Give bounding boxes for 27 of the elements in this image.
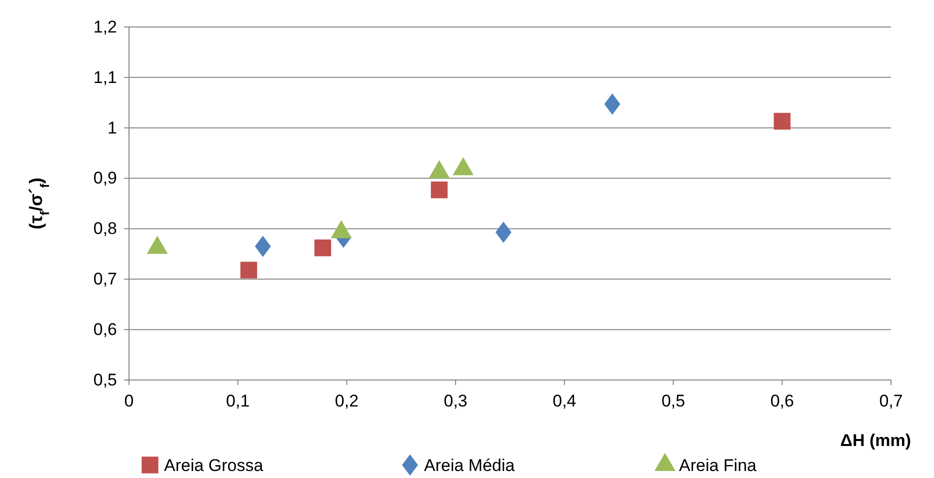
- legend-label: Areia Fina: [679, 456, 758, 475]
- x-tick-label: 0,5: [661, 392, 686, 411]
- y-tick-label: 0,7: [93, 270, 117, 289]
- point: [254, 236, 271, 257]
- x-tick-label: 0,7: [879, 392, 903, 411]
- x-tick-label: 0,4: [552, 392, 576, 411]
- x-tick-label: 0: [124, 392, 134, 411]
- x-tick-label: 0,3: [444, 392, 468, 411]
- legend-label: Areia Grossa: [164, 456, 264, 475]
- point: [240, 262, 258, 278]
- legend-label: Areia Média: [424, 456, 516, 475]
- y-tick-label: 0,5: [93, 370, 117, 390]
- y-tick-label: 0,6: [93, 320, 117, 340]
- point: [430, 182, 448, 198]
- y-tick-label: 0,9: [93, 168, 117, 188]
- x-tick-label: 0,6: [770, 392, 794, 411]
- y-tick-label: 0,8: [93, 219, 117, 238]
- point: [774, 112, 791, 130]
- point: [314, 240, 332, 256]
- y-tick-label: 1,2: [93, 17, 117, 36]
- y-tick-label: 1,1: [93, 68, 117, 87]
- point: [496, 222, 512, 243]
- y-tick-label: 1: [108, 118, 117, 138]
- point: [604, 94, 620, 115]
- x-axis-title: ΔH (mm): [840, 431, 911, 450]
- x-tick-label: 0,2: [334, 392, 359, 411]
- x-tick-label: 0,1: [226, 392, 250, 411]
